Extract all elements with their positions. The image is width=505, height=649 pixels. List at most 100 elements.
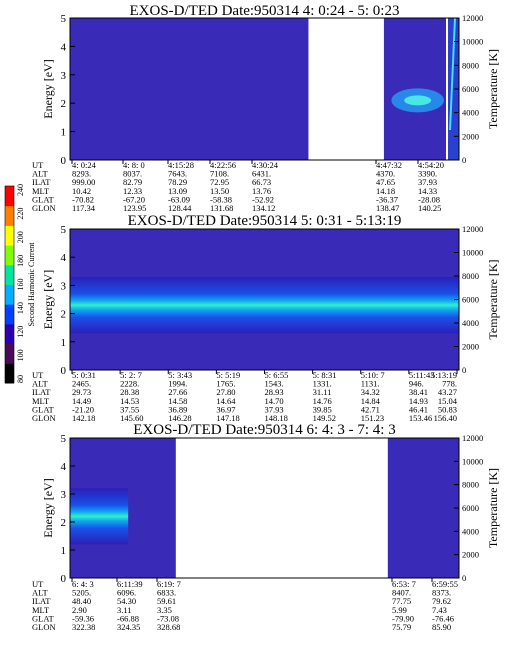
info-value: 6:59:55	[432, 579, 458, 589]
y-axis-label: Energy [eV]	[41, 478, 55, 537]
y-tick-label: 1	[61, 127, 67, 139]
y2-tick-label: 8000	[462, 60, 479, 70]
info-value: 5: 3:43	[168, 370, 192, 380]
info-value: 77.75	[392, 596, 411, 606]
info-value: 147.18	[216, 413, 239, 423]
colorbar-tick-label: 220	[16, 208, 25, 220]
info-value: -28.08	[418, 194, 440, 204]
info-value: 6096.	[117, 588, 136, 598]
info-value: -36.37	[376, 194, 398, 204]
info-value: 14.58	[168, 396, 187, 406]
info-value: 82.79	[123, 177, 142, 187]
info-value: 4: 8: 0	[123, 160, 145, 170]
info-value: 4:30:24	[252, 160, 279, 170]
colorbar-swatch	[5, 323, 14, 345]
info-value: 6833.	[157, 588, 176, 598]
y2-tick-label: 10000	[462, 248, 483, 258]
y2-tick-label: 4000	[462, 526, 479, 536]
colorbar-swatch	[5, 264, 14, 285]
info-value: 328.68	[157, 622, 180, 632]
energy-band	[70, 488, 129, 545]
data-segment	[387, 438, 459, 578]
info-value: 5:10: 7	[361, 370, 385, 380]
info-value: 946.	[409, 379, 424, 389]
info-value: 5205.	[72, 588, 91, 598]
info-value: 148.18	[265, 413, 288, 423]
info-value: 14.64	[216, 396, 236, 406]
info-value: 59.61	[157, 596, 176, 606]
info-value: 123.95	[123, 203, 146, 213]
colorbar-swatch	[5, 205, 14, 226]
info-value: 37.93	[418, 177, 437, 187]
colorbar-tick-label: 120	[16, 326, 25, 338]
info-row-label: ILAT	[32, 596, 51, 606]
y2-tick-label: 4000	[462, 108, 479, 118]
info-value: 27.80	[216, 387, 235, 397]
info-value: 131.68	[210, 203, 233, 213]
info-value: 14.49	[72, 396, 91, 406]
info-value: 31.11	[313, 387, 332, 397]
info-value: 151.23	[361, 413, 384, 423]
y2-tick-label: 0	[462, 365, 466, 375]
info-value: 46.41	[409, 404, 428, 414]
info-value: 28.38	[120, 387, 139, 397]
colorbar-tick-label: 160	[16, 279, 25, 291]
data-segment	[448, 18, 459, 160]
info-value: 66.73	[252, 177, 271, 187]
info-row-label: GLAT	[32, 194, 55, 204]
y-tick-label: 2	[61, 309, 67, 321]
y-tick-label: 0	[61, 573, 67, 585]
info-value: 28.93	[265, 387, 284, 397]
y2-tick-label: 12000	[462, 13, 483, 23]
info-row-label: ALT	[32, 169, 49, 179]
info-value: 43.27	[438, 387, 457, 397]
info-value: 156.40	[434, 413, 457, 423]
y2-tick-label: 12000	[462, 433, 483, 443]
info-row-label: GLON	[32, 622, 56, 632]
y-tick-label: 5	[61, 13, 67, 25]
info-value: -59.36	[72, 613, 94, 623]
energy-band	[70, 276, 459, 334]
panel-2: EXOS-D/TED Date:950314 5: 0:31 - 5:13:19…	[32, 213, 500, 423]
info-value: 146.28	[168, 413, 191, 423]
y-axis-label: Energy [eV]	[41, 270, 55, 329]
info-value: 38.41	[409, 387, 428, 397]
info-row-label: UT	[32, 579, 44, 589]
y-tick-label: 3	[61, 489, 67, 501]
colorbar-swatch	[5, 225, 14, 246]
info-value: 39.85	[313, 404, 332, 414]
info-value: 47.65	[376, 177, 395, 187]
info-value: 153.46	[409, 413, 432, 423]
info-value: 2465.	[72, 379, 91, 389]
info-value: 54.30	[117, 596, 136, 606]
info-value: 5: 5:19	[216, 370, 240, 380]
info-value: 4370.	[376, 169, 395, 179]
info-value: 13.50	[210, 186, 229, 196]
info-value: 36.89	[168, 404, 187, 414]
info-row-label: ILAT	[32, 387, 51, 397]
info-value: 5: 2: 7	[120, 370, 142, 380]
info-value: 128.44	[168, 203, 192, 213]
panel-title: EXOS-D/TED Date:950314 5: 0:31 - 5:13:19	[128, 213, 402, 229]
info-row-label: ILAT	[32, 177, 51, 187]
y2-tick-label: 2000	[462, 550, 479, 560]
info-row-label: UT	[32, 370, 44, 380]
info-value: 50.83	[438, 404, 457, 414]
info-value: -58.38	[210, 194, 232, 204]
info-value: 5.99	[392, 605, 407, 615]
y-tick-label: 2	[61, 517, 67, 529]
colorbar-tick-label: 100	[16, 349, 25, 361]
info-value: 138.47	[376, 203, 399, 213]
info-value: 1331.	[313, 379, 332, 389]
data-segment	[70, 18, 309, 160]
info-row-label: GLAT	[32, 404, 55, 414]
info-row-label: ALT	[32, 379, 49, 389]
y-tick-label: 3	[61, 70, 67, 82]
y2-tick-label: 6000	[462, 295, 479, 305]
colorbar-swatch	[5, 304, 14, 325]
info-value: 14.53	[120, 396, 139, 406]
info-value: 4:22:56	[210, 160, 236, 170]
info-value: -73.08	[157, 613, 179, 623]
y-tick-label: 5	[61, 224, 67, 236]
